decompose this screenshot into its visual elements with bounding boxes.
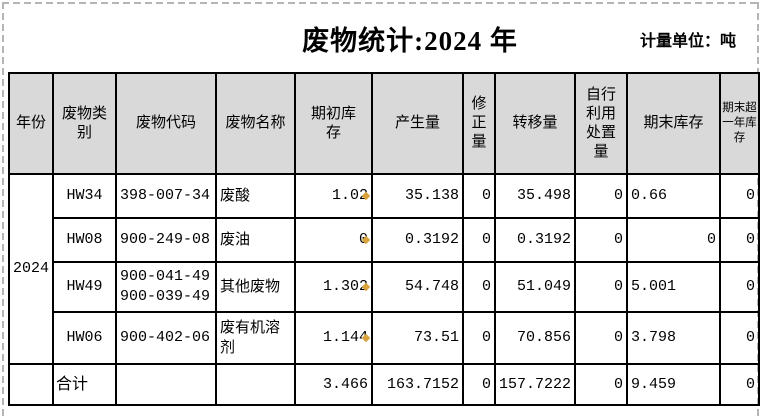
name-cell: 废酸 <box>215 173 297 219</box>
transferred-cell: 70.856 <box>494 311 577 365</box>
header-cell-year: 年份 <box>7 72 55 175</box>
header-cell-transferred: 转移量 <box>494 72 577 175</box>
total-ending-stock-cell: 9.459 <box>626 363 722 406</box>
transferred-cell: 0.3192 <box>494 217 577 263</box>
header-cell-waste-code: 废物代码 <box>115 72 218 175</box>
generated-cell: 54.748 <box>371 261 465 313</box>
generated-cell: 0.3192 <box>371 217 465 263</box>
transferred-cell: 35.498 <box>494 173 577 219</box>
table-row: HW06 900-402-06 废有机溶剂 1.144 73.51 0 70.8… <box>9 311 761 365</box>
correction-cell: 0 <box>462 173 497 219</box>
correction-cell: 0 <box>462 217 497 263</box>
total-row: 合计 3.466 163.7152 0 157.7222 0 9.459 0 <box>7 363 761 406</box>
header-cell-waste-name: 废物名称 <box>215 72 297 175</box>
table-row: HW49 900-041-49 900-039-49 其他废物 1.302 54… <box>9 261 761 313</box>
category-cell: HW06 <box>52 311 118 365</box>
ending-over-one-year-cell: 0 <box>719 261 761 313</box>
ending-stock-cell: 0.66 <box>626 173 722 219</box>
name-cell: 废油 <box>215 217 297 263</box>
name-cell: 废有机溶剂 <box>215 311 297 365</box>
header-cell-generated: 产生量 <box>371 72 465 175</box>
page-break-dashed-line-top <box>2 2 759 4</box>
ending-over-one-year-cell: 0 <box>719 311 761 365</box>
year-cell-empty <box>7 363 55 406</box>
correction-cell: 0 <box>462 311 497 365</box>
total-ending-over-one-year-cell: 0 <box>719 363 761 406</box>
table-row: HW08 900-249-08 废油 0 0.3192 0 0.3192 0 0… <box>9 217 761 263</box>
ending-stock-cell: 3.798 <box>626 311 722 365</box>
header-cell-opening-stock: 期初库 存 <box>294 72 374 175</box>
opening-stock-value: 1.144 <box>323 329 369 346</box>
generated-cell: 73.51 <box>371 311 465 365</box>
self-disposal-cell: 0 <box>574 311 629 365</box>
opening-stock-cell: 1.302 <box>294 261 374 313</box>
generated-cell: 35.138 <box>371 173 465 219</box>
category-cell: HW08 <box>52 217 118 263</box>
code-cell: 900-249-08 <box>115 217 218 263</box>
opening-stock-cell: 0 <box>294 217 374 263</box>
header-cell-ending-stock: 期末库存 <box>626 72 722 175</box>
unit-label: 计量单位：吨 <box>639 33 736 50</box>
opening-stock-value: 1.302 <box>323 278 369 295</box>
page-break-dashed-line-left <box>2 2 4 418</box>
header-cell-ending-over-one-year: 期末超 一年库 存 <box>719 72 761 175</box>
total-correction-cell: 0 <box>462 363 497 406</box>
name-cell: 其他废物 <box>215 261 297 313</box>
transferred-cell: 51.049 <box>494 261 577 313</box>
ending-over-one-year-cell: 0 <box>719 217 761 263</box>
total-self-disposal-cell: 0 <box>574 363 629 406</box>
self-disposal-cell: 0 <box>574 217 629 263</box>
ending-stock-cell: 5.001 <box>626 261 722 313</box>
total-label-cell: 合计 <box>52 363 118 406</box>
header-cell-waste-category: 废物类 别 <box>52 72 118 175</box>
header-cell-self-disposal: 自行 利用 处置 量 <box>574 72 629 175</box>
ending-over-one-year-cell: 0 <box>719 173 761 219</box>
name-cell-empty <box>215 363 297 406</box>
opening-stock-value: 1.02 <box>332 187 369 204</box>
opening-stock-cell: 1.144 <box>294 311 374 365</box>
code-cell: 900-041-49 900-039-49 <box>115 261 218 313</box>
year-cell: 2024 <box>7 173 55 365</box>
correction-cell: 0 <box>462 261 497 313</box>
category-cell: HW49 <box>52 261 118 313</box>
self-disposal-cell: 0 <box>574 261 629 313</box>
self-disposal-cell: 0 <box>574 173 629 219</box>
page-title: 废物统计:2024 年 <box>302 26 518 56</box>
header-cell-correction: 修 正 量 <box>462 72 497 175</box>
table-row: 2024 HW34 398-007-34 废酸 1.02 35.138 0 35… <box>7 173 761 365</box>
waste-statistics-table: 年份 废物类 别 废物代码 废物名称 期初库 存 产生量 修 正 量 转移量 自… <box>7 72 761 406</box>
total-opening-stock-cell: 3.466 <box>294 363 374 406</box>
ending-stock-cell: 0 <box>626 217 722 263</box>
category-cell: HW34 <box>52 173 118 219</box>
opening-stock-cell: 1.02 <box>294 173 374 219</box>
total-generated-cell: 163.7152 <box>371 363 465 406</box>
code-cell-empty <box>115 363 218 406</box>
total-transferred-cell: 157.7222 <box>494 363 577 406</box>
header-row: 年份 废物类 别 废物代码 废物名称 期初库 存 产生量 修 正 量 转移量 自… <box>7 72 761 175</box>
code-cell: 900-402-06 <box>115 311 218 365</box>
code-cell: 398-007-34 <box>115 173 218 219</box>
